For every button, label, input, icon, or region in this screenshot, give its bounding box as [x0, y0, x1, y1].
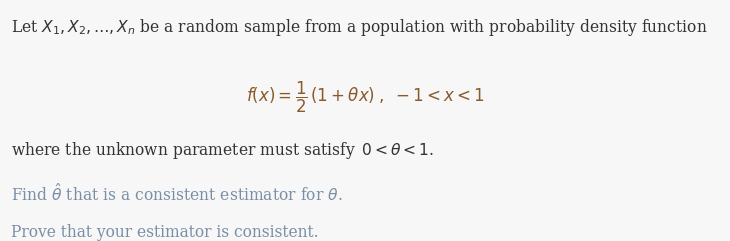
Text: where the unknown parameter must satisfy $\,0 < \theta < 1$.: where the unknown parameter must satisfy… — [11, 140, 434, 161]
Text: $f(x) = \dfrac{1}{2}\,(1 + \theta x)\;,\;-1 < x < 1$: $f(x) = \dfrac{1}{2}\,(1 + \theta x)\;,\… — [246, 80, 484, 115]
Text: Let $X_1, X_2, \ldots, X_n$ be a random sample from a population with probabilit: Let $X_1, X_2, \ldots, X_n$ be a random … — [11, 17, 707, 38]
Text: Prove that your estimator is consistent.: Prove that your estimator is consistent. — [11, 224, 318, 241]
Text: Find $\hat{\theta}$ that is a consistent estimator for $\theta$.: Find $\hat{\theta}$ that is a consistent… — [11, 183, 342, 205]
